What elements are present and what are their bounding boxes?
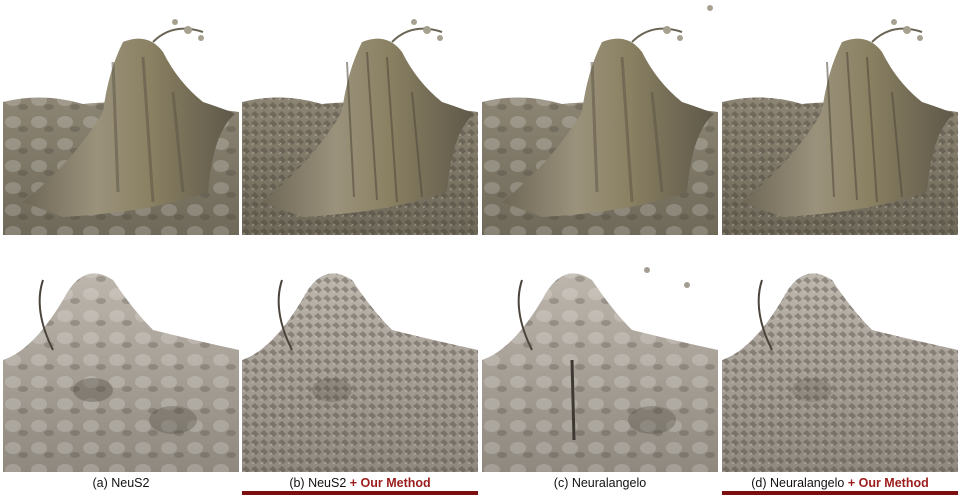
caption-neus2: (a) NeuS2 xyxy=(3,474,239,492)
caption-neuralangelo-ours-label: (d) Neuralangelo xyxy=(751,476,845,490)
highlight-bar-neus2-ours xyxy=(242,491,478,495)
image-neus2-ivy xyxy=(3,240,239,472)
caption-neus2-ours-method: + Our Method xyxy=(349,476,431,490)
image-neuralangelo-ours-stump xyxy=(722,2,958,235)
image-neuralangelo-ours-ivy xyxy=(722,240,958,472)
caption-neuralangelo: (c) Neuralangelo xyxy=(482,474,718,492)
caption-neus2-ours: (b) NeuS2 + Our Method xyxy=(242,474,478,492)
image-neuralangelo-stump xyxy=(482,2,718,235)
caption-neuralangelo-ours: (d) Neuralangelo + Our Method xyxy=(722,474,958,492)
image-neus2-ours-ivy xyxy=(242,240,478,472)
image-neuralangelo-ivy xyxy=(482,240,718,472)
highlight-bar-neuralangelo-ours xyxy=(722,491,958,495)
image-neus2-stump xyxy=(3,2,239,235)
caption-neuralangelo-label: (c) Neuralangelo xyxy=(553,476,647,490)
image-neus2-ours-stump xyxy=(242,2,478,235)
caption-neuralangelo-ours-method: + Our Method xyxy=(847,476,929,490)
caption-neus2-ours-label: (b) NeuS2 xyxy=(289,476,347,490)
caption-neus2-label: (a) NeuS2 xyxy=(92,476,150,490)
